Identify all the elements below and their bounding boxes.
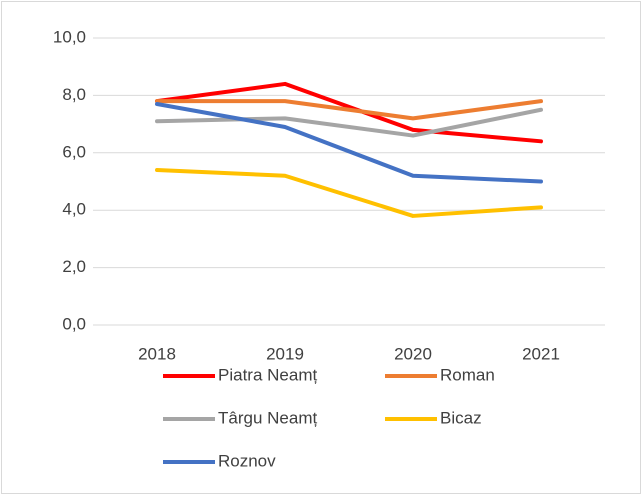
legend-label: Roman <box>440 365 495 384</box>
x-tick-label: 2018 <box>138 344 176 363</box>
x-tick-label: 2021 <box>522 344 560 363</box>
series-line <box>155 168 543 218</box>
y-tick-label: 6,0 <box>62 142 86 161</box>
legend-label: Bicaz <box>440 408 482 427</box>
series-line <box>155 99 543 121</box>
y-tick-label: 2,0 <box>62 257 86 276</box>
y-tick-label: 4,0 <box>62 200 86 219</box>
series-line <box>155 102 543 184</box>
legend-label: Piatra Neamț <box>218 365 317 384</box>
legend-label: Roznov <box>218 451 276 470</box>
y-tick-label: 8,0 <box>62 85 86 104</box>
y-tick-label: 0,0 <box>62 314 86 333</box>
x-tick-label: 2020 <box>394 344 432 363</box>
series-line <box>155 81 543 144</box>
legend-label: Târgu Neamț <box>218 408 317 427</box>
x-tick-label: 2019 <box>266 344 304 363</box>
series-line <box>155 107 543 138</box>
y-tick-label: 10,0 <box>53 27 86 46</box>
